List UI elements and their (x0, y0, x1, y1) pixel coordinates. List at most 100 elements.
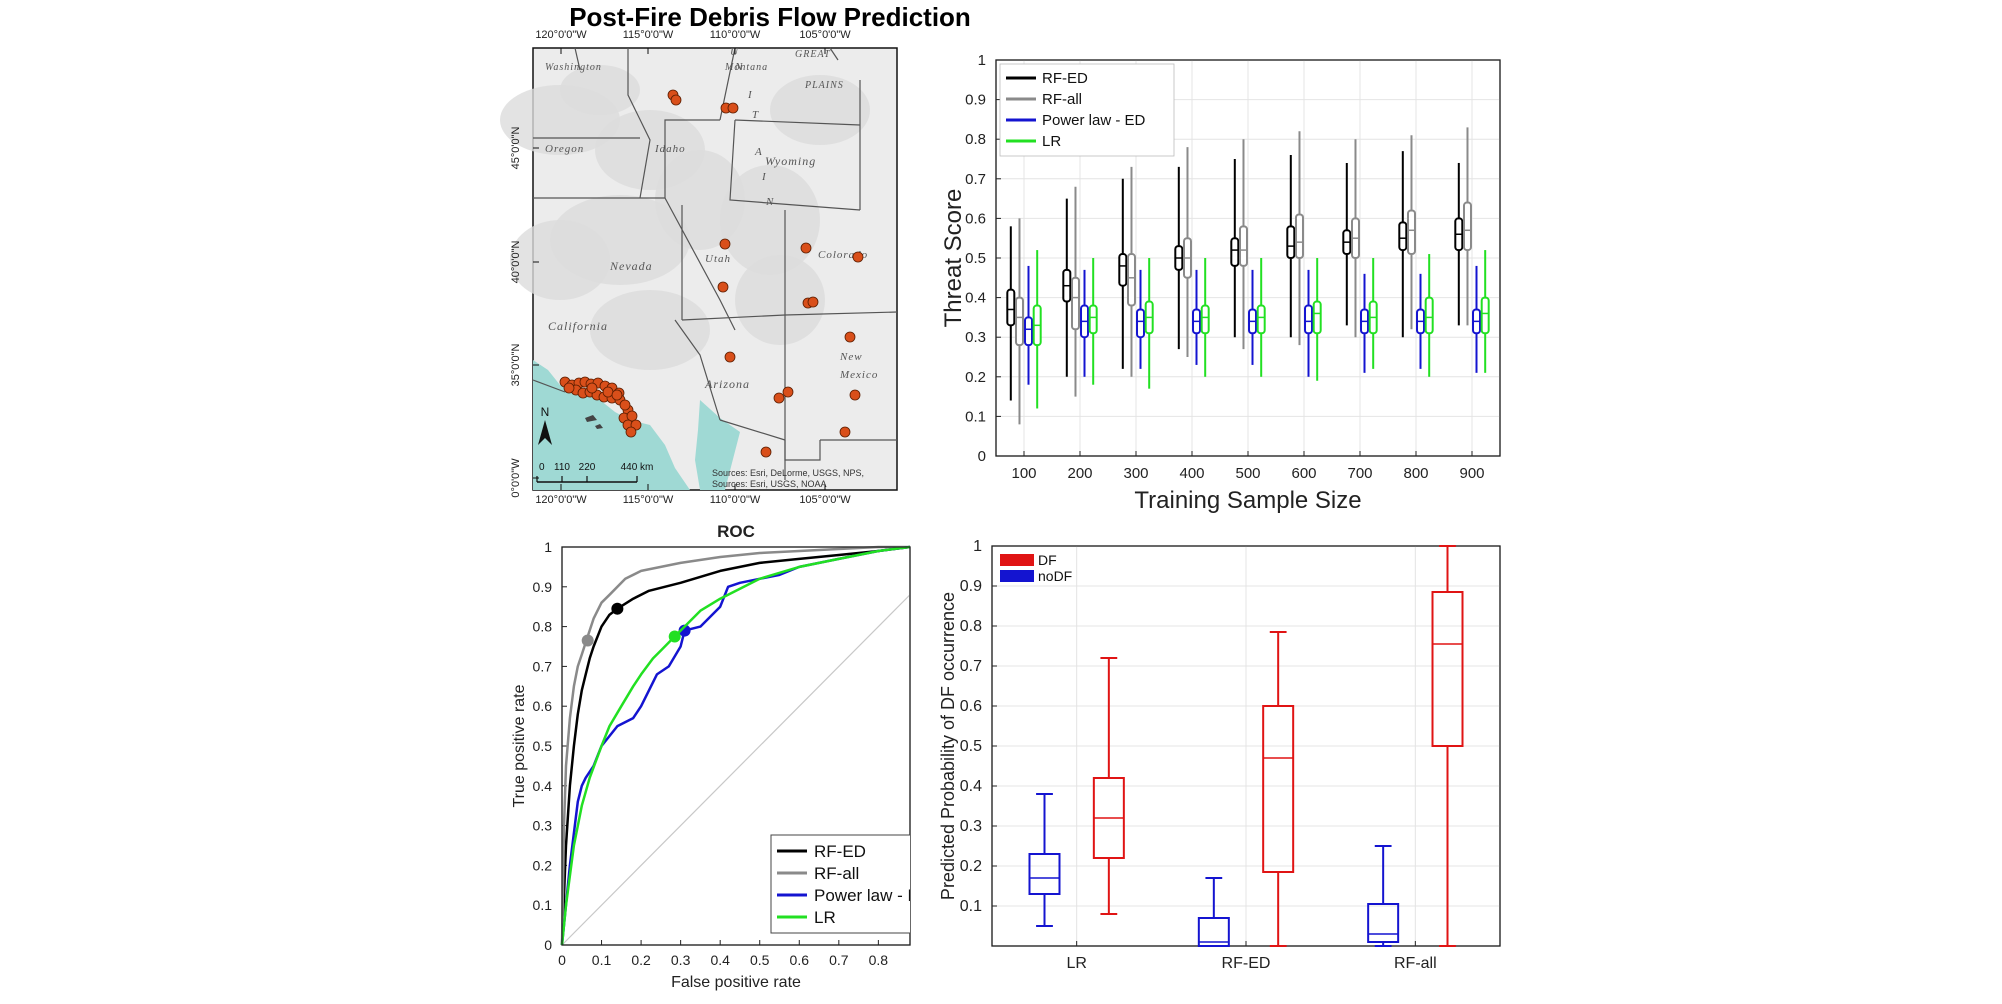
debris-flow-site (800, 242, 812, 254)
legend-label: LR (1042, 133, 1061, 150)
box-lr (1256, 258, 1266, 377)
map-label: Montana (724, 62, 768, 73)
debris-flow-site (586, 382, 598, 394)
y-tick-label: 0.8 (965, 131, 986, 148)
lon-label-bottom: 105°0'0"W (799, 494, 851, 506)
box-power-law---ed (1080, 269, 1090, 377)
x-tick-label: 100 (1011, 465, 1036, 482)
x-tick-label: 0 (558, 952, 566, 968)
scale-label: 110 (554, 462, 570, 473)
box-body (1286, 225, 1296, 260)
state-boundary (574, 47, 581, 71)
box-lr (1480, 250, 1490, 373)
threat-score-chart: 0 0.1 0.2 0.3 0.4 0.5 0.6 0.7 0.8 0.9 1 100 200 300 40… (940, 52, 1501, 514)
y-tick-label: 0.1 (960, 898, 982, 915)
y-tick-label: 0.6 (965, 210, 986, 227)
y-tick-label: 0.9 (965, 92, 986, 109)
legend-label: LR (814, 908, 836, 927)
roc-line-rf-all (560, 545, 910, 946)
plot-border (991, 545, 1501, 947)
legend-label: RF-ED (1042, 70, 1088, 87)
box-body (1028, 853, 1061, 895)
debris-flow-site (839, 426, 851, 438)
map-label: GREAT (795, 49, 831, 60)
box-body (1262, 705, 1295, 873)
box-lr (1200, 258, 1210, 377)
box-lr (1424, 254, 1434, 377)
map-label: Nevada (609, 259, 653, 273)
y-tick-label: 1 (978, 52, 986, 69)
lon-label-top: 115°0'0"W (623, 29, 674, 41)
y-tick-label: 0.2 (960, 858, 982, 875)
debris-flow-site (626, 410, 638, 422)
box-lr (1368, 258, 1378, 369)
y-tick-label: 0.7 (965, 171, 986, 188)
legend-label: RF-ED (814, 842, 866, 861)
roc-line-lr (560, 545, 911, 946)
state-boundary (664, 119, 720, 198)
box-power-law---ed (1248, 269, 1258, 365)
state-boundary (674, 319, 721, 421)
y-tick-label: 1 (973, 538, 982, 555)
state-boundary (719, 419, 786, 441)
state-boundary (784, 311, 898, 316)
box-lr (1088, 258, 1098, 385)
terrain-shading (735, 255, 825, 345)
box-lr (1144, 258, 1154, 389)
y-tick-label: 0.5 (533, 738, 553, 754)
x-axis-title: Training Sample Size (1134, 487, 1361, 514)
x-tick-label: 500 (1235, 465, 1260, 482)
lat-label: 35°0'0"N (510, 344, 522, 387)
debris-flow-site (852, 251, 864, 263)
debris-flow-site (844, 331, 856, 343)
box-rf-all (1350, 139, 1360, 338)
box-body (1424, 296, 1434, 335)
y-tick-label: 0.4 (965, 290, 986, 307)
map-label: Arizona (704, 377, 750, 391)
box-body (1070, 276, 1080, 331)
debris-flow-site (724, 351, 736, 363)
operating-point (668, 630, 681, 643)
legend-swatch (1000, 554, 1034, 566)
x-tick-label: 400 (1179, 465, 1204, 482)
legend-label: Power law - ED (814, 886, 931, 905)
debris-flow-site (625, 426, 637, 438)
map-label: Wyoming (765, 154, 816, 168)
box-rf-ed (1118, 178, 1128, 369)
map-label: PLAINS (804, 80, 844, 91)
y-tick-label: 0.6 (960, 698, 982, 715)
lon-label-top: 110°0'0"W (710, 29, 761, 41)
box-power-law---ed (1472, 265, 1482, 373)
scale-label: 440 km (621, 462, 654, 473)
legend-label: Power law - ED (1042, 112, 1146, 129)
y-tick-label: 0.7 (960, 658, 982, 675)
scale-label: 0 (539, 462, 545, 473)
y-tick-label: 0.9 (960, 578, 982, 595)
x-tick-label: 0.8 (869, 952, 889, 968)
legend-label: RF-all (814, 864, 859, 883)
y-tick-label: 0.1 (533, 897, 553, 913)
chance-line (561, 594, 911, 946)
state-boundary (729, 119, 861, 211)
box-rf-all (1182, 147, 1192, 357)
state-boundary (734, 119, 861, 126)
x-tick-label: 900 (1459, 465, 1484, 482)
legend: RF-ED RF-all Power law - ED LR (770, 834, 931, 934)
legend-label: noDF (1038, 568, 1072, 584)
debris-flow-site (849, 389, 861, 401)
scale-label: 220 (579, 462, 596, 473)
plot-border (995, 59, 1501, 457)
x-tick-label: 0.1 (592, 952, 612, 968)
box-rf-ed (1174, 166, 1184, 350)
box-rf-all (1406, 135, 1416, 330)
box-body (1480, 296, 1490, 335)
terrain-shading (590, 290, 710, 370)
map-source: Sources: Esri, DeLorme, USGS, NPS, (712, 468, 864, 478)
box-df (1262, 631, 1295, 947)
debris-flow-site (602, 386, 614, 398)
box-rf-ed (1230, 159, 1240, 338)
y-tick-label: 0.7 (533, 658, 553, 674)
y-tick-label: 0.5 (960, 738, 982, 755)
plot-border (561, 546, 911, 946)
x-tick-label: LR (1066, 955, 1086, 972)
